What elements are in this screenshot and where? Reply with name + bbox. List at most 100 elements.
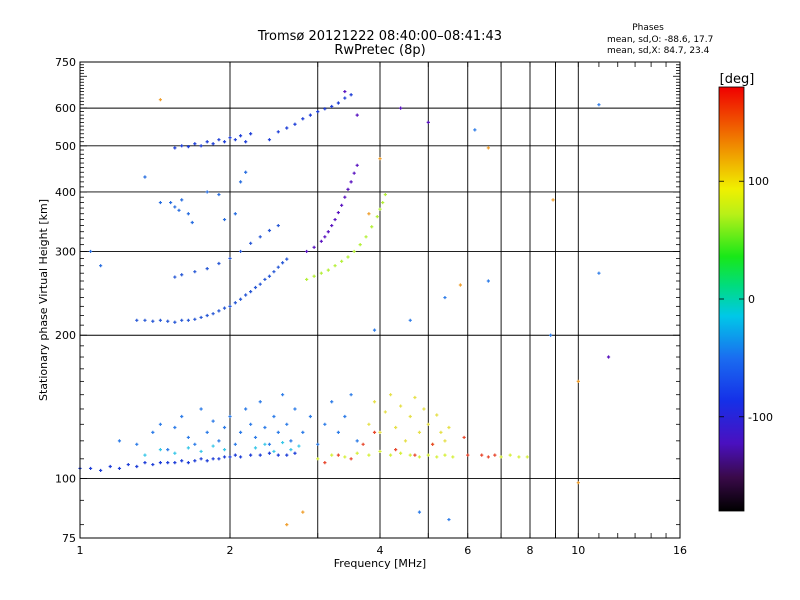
data-point (355, 113, 359, 117)
colorbar-label: [deg] (720, 72, 755, 87)
data-point (211, 419, 215, 423)
data-point (244, 293, 248, 297)
data-point (326, 230, 330, 234)
data-point (297, 444, 301, 448)
colorbar-tick-label: 0 (748, 293, 755, 306)
data-point (166, 319, 170, 323)
data-point (417, 455, 422, 459)
data-point (222, 425, 227, 430)
stats-line-x: mean, sd,X: 84.7, 23.4 (607, 46, 710, 56)
data-point (233, 453, 237, 457)
data-point (217, 457, 221, 461)
x-tick-label: 1 (77, 544, 84, 557)
data-point (355, 451, 359, 455)
data-point (349, 393, 353, 397)
data-point (99, 468, 103, 473)
data-point (499, 455, 503, 459)
data-point (319, 271, 323, 275)
data-point (280, 261, 285, 265)
data-point (228, 136, 232, 140)
data-point (228, 414, 232, 419)
data-point (158, 448, 163, 452)
data-point (143, 461, 147, 465)
data-point (190, 220, 194, 225)
data-point (267, 451, 272, 455)
data-point (158, 422, 163, 426)
data-point (426, 120, 430, 124)
data-point (233, 212, 237, 216)
data-point (233, 138, 237, 142)
data-point (413, 395, 417, 400)
data-point (272, 270, 276, 274)
data-point (222, 217, 227, 222)
data-point (343, 96, 347, 100)
data-point (233, 442, 237, 446)
data-point (447, 425, 451, 430)
data-point (173, 320, 177, 324)
data-point (193, 317, 197, 321)
data-point (336, 453, 340, 457)
data-point (606, 355, 611, 359)
data-point (394, 448, 398, 452)
data-point (319, 239, 323, 243)
data-point (430, 442, 435, 446)
data-point (267, 442, 272, 446)
data-point (151, 430, 155, 434)
data-point (343, 195, 347, 199)
data-point (173, 275, 177, 279)
data-point (258, 400, 262, 404)
data-point (336, 430, 340, 434)
data-point (217, 439, 221, 443)
data-point (205, 459, 209, 463)
data-point (285, 126, 289, 130)
stats-line-o: mean, sd,O: -88.6, 17.7 (607, 35, 713, 45)
data-point (326, 268, 330, 272)
data-point (443, 295, 447, 300)
data-point (549, 333, 553, 337)
data-point (486, 455, 490, 459)
data-point (367, 212, 371, 216)
data-point (238, 430, 243, 434)
colorbar-tick-label: 100 (748, 175, 769, 188)
data-point (289, 439, 293, 443)
data-point (435, 455, 439, 459)
data-point (462, 435, 466, 440)
data-point (186, 446, 190, 450)
data-point (285, 523, 289, 527)
data-point (267, 138, 272, 142)
data-point (378, 449, 382, 454)
data-point (316, 457, 320, 461)
data-point (199, 315, 203, 320)
x-tick-label: 2 (227, 544, 234, 557)
data-point (289, 448, 293, 452)
data-point (323, 461, 327, 465)
data-point (422, 407, 426, 411)
data-point (258, 453, 262, 457)
data-point (285, 453, 289, 457)
x-tick-label: 8 (527, 544, 534, 557)
data-point (211, 457, 215, 461)
data-point (473, 128, 477, 132)
stats-heading: Phases (632, 23, 664, 33)
data-point (173, 205, 177, 209)
data-point (244, 170, 248, 174)
data-point (263, 277, 267, 282)
data-point (217, 138, 221, 142)
data-point (312, 274, 316, 278)
y-tick-label: 600 (55, 102, 76, 115)
y-tick-label: 300 (55, 245, 76, 258)
data-point (99, 264, 103, 268)
data-point (383, 410, 387, 414)
data-point (238, 455, 243, 459)
data-point (361, 442, 365, 446)
data-point (117, 466, 122, 471)
data-point (166, 461, 170, 465)
data-point (222, 306, 227, 310)
data-point (249, 241, 253, 245)
data-point (330, 104, 334, 109)
data-point (378, 430, 382, 434)
data-point (308, 113, 313, 117)
data-point (253, 446, 258, 450)
data-point (293, 122, 297, 126)
data-point (343, 414, 347, 419)
